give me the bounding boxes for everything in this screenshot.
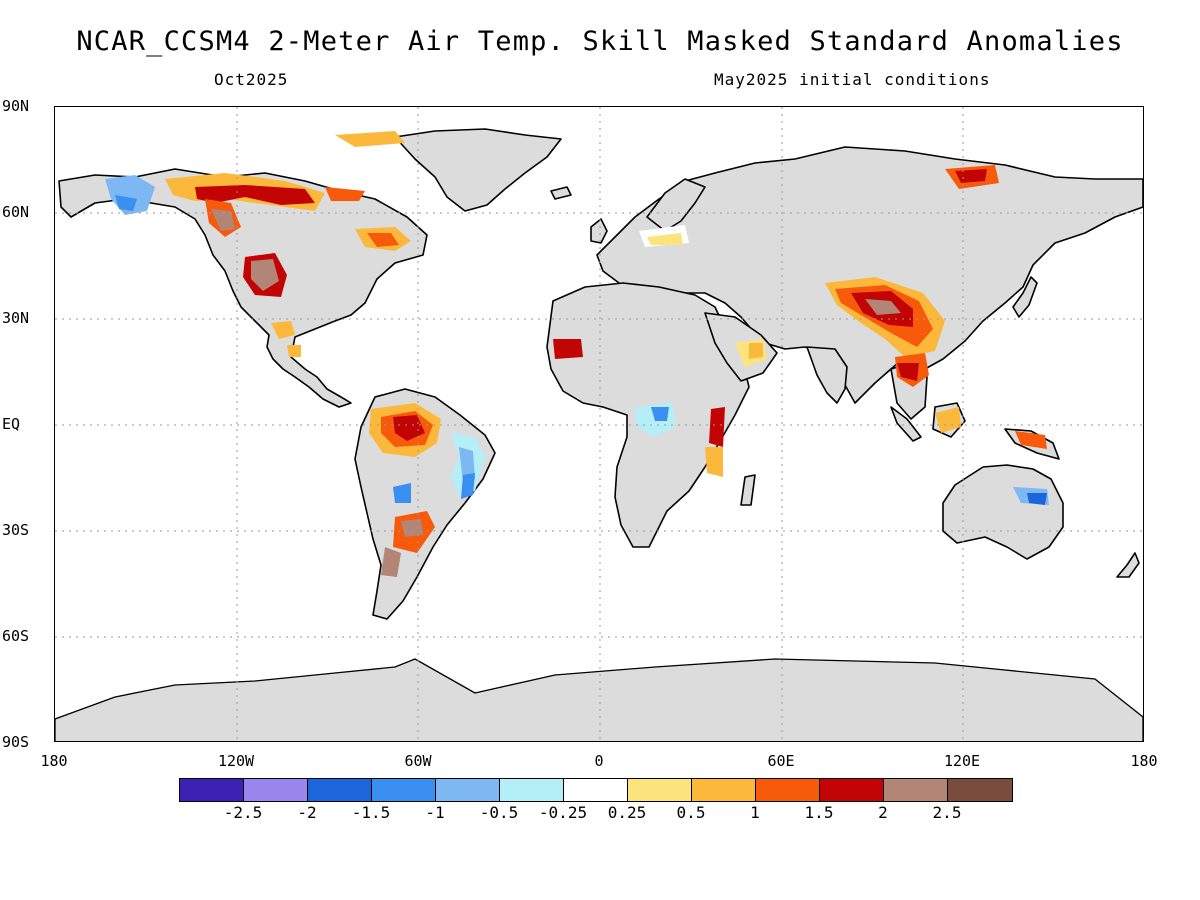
anomaly-patch (865, 299, 901, 315)
anomaly-patch (325, 187, 365, 201)
lat-label-eq: EQ (2, 415, 21, 433)
color-scale-tick-label: -1.5 (351, 803, 391, 822)
color-scale-tick-label: 2.5 (932, 803, 962, 822)
anomaly-patch (105, 175, 155, 215)
color-scale-tick-label: 0.25 (607, 803, 647, 822)
sumatra-land (890, 406, 922, 442)
color-scale-tick-label: -1 (425, 803, 445, 822)
color-scale-tick-label: 2 (878, 803, 888, 822)
anomaly-patch (749, 343, 763, 359)
color-scale-tick-label: -2 (297, 803, 317, 822)
color-scale-tick-label: -0.5 (479, 803, 519, 822)
north-america-land (58, 168, 428, 408)
lon-label-180w: 180 (40, 752, 68, 770)
anomaly-patch (461, 473, 475, 499)
color-swatch (756, 779, 820, 801)
anomaly-patch (287, 345, 301, 357)
australia-land (942, 464, 1064, 560)
color-scale-tick-label: -0.25 (538, 803, 588, 822)
anomaly-patch (897, 363, 919, 381)
lat-label-60s: 60S (2, 627, 30, 645)
color-swatch (820, 779, 884, 801)
anomaly-patch (401, 519, 423, 537)
target-month-label: Oct2025 (214, 70, 289, 89)
anomaly-patch (381, 547, 401, 577)
initial-conditions-label: May2025 initial conditions (714, 70, 991, 89)
anomaly-patch (647, 233, 683, 245)
lat-label-90s: 90S (2, 733, 30, 751)
color-scale-tick-label: 0.5 (676, 803, 706, 822)
anomaly-patch (271, 321, 295, 339)
greenland-land (394, 128, 562, 212)
lon-label-60w: 60W (404, 752, 432, 770)
uk-land (590, 218, 608, 244)
color-swatch (500, 779, 564, 801)
lon-label-120w: 120W (217, 752, 255, 770)
anomaly-patch (195, 185, 315, 205)
lon-label-0: 0 (594, 752, 604, 770)
map-title: NCAR_CCSM4 2-Meter Air Temp. Skill Maske… (76, 26, 1124, 57)
anomaly-patch (935, 407, 961, 433)
anomaly-patch (955, 169, 987, 183)
color-swatch (692, 779, 756, 801)
japan-land (1012, 276, 1038, 318)
anomaly-patch (211, 209, 235, 231)
lat-label-30n: 30N (2, 309, 30, 327)
color-swatch (180, 779, 244, 801)
anomaly-patch (335, 131, 405, 147)
anomaly-patch (709, 407, 725, 447)
color-swatch (564, 779, 628, 801)
color-scale-tick-label: 1 (750, 803, 760, 822)
iceland-land (550, 186, 572, 200)
color-scale-bar (179, 778, 1013, 802)
color-swatch (884, 779, 948, 801)
color-swatch (372, 779, 436, 801)
india-land (806, 346, 848, 404)
anomaly-patch (1015, 431, 1047, 449)
anomaly-patch (1027, 493, 1047, 505)
color-swatch (436, 779, 500, 801)
graticule (55, 107, 1143, 741)
anomaly-patch (553, 339, 583, 359)
eurasia-land (596, 146, 1143, 404)
madagascar-land (740, 474, 756, 506)
antarctica-land (55, 658, 1143, 741)
world-map (54, 106, 1144, 742)
color-swatch (628, 779, 692, 801)
color-scale-tick-label: 1.5 (804, 803, 834, 822)
lon-label-60e: 60E (767, 752, 795, 770)
anomaly-layer (105, 131, 1049, 577)
lat-label-60n: 60N (2, 203, 30, 221)
map-canvas (55, 107, 1143, 741)
anomaly-patch (115, 195, 137, 211)
anomaly-patch (393, 415, 425, 441)
anomaly-patch (367, 233, 399, 247)
color-scale-tick-label: -2.5 (223, 803, 263, 822)
anomaly-patch (651, 407, 669, 421)
lat-label-90n: 90N (2, 97, 30, 115)
lon-label-180e: 180 (1130, 752, 1158, 770)
anomaly-patch (705, 447, 723, 477)
lon-label-120e: 120E (943, 752, 981, 770)
lat-label-30s: 30S (2, 521, 30, 539)
color-swatch (244, 779, 308, 801)
color-swatch (308, 779, 372, 801)
anomaly-patch (393, 483, 411, 503)
color-swatch (948, 779, 1012, 801)
anomaly-patch (251, 259, 279, 291)
new-zealand-land (1116, 552, 1140, 578)
